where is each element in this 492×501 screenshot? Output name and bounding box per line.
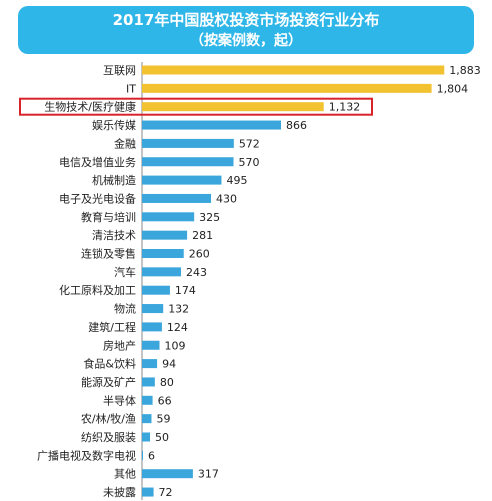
bar	[142, 157, 234, 167]
bar	[142, 414, 152, 424]
category-label: 食品&饮料	[83, 357, 136, 371]
bar	[142, 285, 170, 295]
value-label: 94	[162, 358, 176, 371]
bar	[142, 138, 234, 148]
bar	[142, 359, 158, 369]
category-label: 农/林/牧/渔	[81, 412, 136, 426]
bar	[142, 193, 212, 203]
bar	[142, 212, 195, 222]
category-label: 半导体	[103, 393, 136, 407]
value-label: 243	[186, 266, 207, 279]
bar	[142, 65, 445, 75]
value-label: 66	[158, 394, 172, 407]
category-label: 纺织及服装	[81, 430, 136, 444]
category-label: 金融	[114, 136, 136, 150]
category-label: 广播电视及数字电视	[37, 448, 136, 462]
value-label: 50	[155, 431, 169, 444]
value-label: 1,883	[449, 64, 481, 77]
category-label: 电信及增值业务	[59, 155, 136, 169]
highlight-box	[19, 97, 373, 116]
bar	[142, 267, 182, 277]
category-label: 电子及光电设备	[59, 191, 136, 205]
value-label: 570	[239, 156, 260, 169]
chart-title: 2017年中国股权投资市场投资行业分布	[112, 11, 380, 29]
chart-subtitle: （按案例数，起）	[190, 33, 302, 49]
value-label: 1,132	[329, 101, 361, 114]
category-label: 清洁技术	[92, 229, 136, 242]
category-label: 能源及矿产	[81, 375, 136, 389]
chart-title-banner: 2017年中国股权投资市场投资行业分布 （按案例数，起）	[18, 6, 474, 54]
bar	[142, 304, 164, 314]
bar	[142, 83, 432, 93]
category-label: IT	[126, 82, 136, 95]
value-label: 572	[239, 137, 260, 150]
bar	[142, 322, 162, 332]
category-label: 连锁及零售	[81, 247, 136, 261]
value-label: 866	[286, 119, 307, 132]
bar	[142, 487, 154, 497]
bar	[142, 230, 188, 240]
bar	[142, 249, 184, 258]
category-label: 互联网	[103, 64, 136, 77]
value-label: 495	[226, 174, 247, 187]
value-label: 174	[175, 284, 196, 297]
value-label: 430	[216, 192, 237, 205]
category-label: 建筑/工程	[88, 320, 136, 334]
category-label: 房地产	[103, 338, 136, 352]
value-label: 260	[189, 248, 210, 261]
value-label: 1,804	[437, 82, 469, 95]
value-label: 325	[199, 211, 220, 224]
value-label: 72	[159, 486, 173, 499]
category-label: 其他	[114, 468, 136, 481]
category-label: 物流	[114, 302, 136, 316]
bar	[142, 377, 155, 387]
value-label: 80	[160, 376, 174, 389]
value-label: 6	[148, 449, 155, 462]
category-label: 教育与培训	[81, 210, 136, 224]
value-label: 124	[167, 321, 188, 334]
bar	[142, 432, 151, 442]
bar	[142, 469, 193, 479]
value-label: 317	[198, 468, 219, 481]
value-label: 281	[192, 229, 213, 242]
bar	[142, 340, 160, 350]
category-label: 生物技术/医疗健康	[44, 100, 136, 114]
category-label: 汽车	[114, 265, 136, 279]
bar	[142, 395, 153, 405]
category-label: 未披露	[103, 485, 136, 499]
category-label: 化工原料及加工	[59, 283, 136, 297]
category-label: 机械制造	[92, 173, 136, 187]
value-label: 59	[156, 413, 170, 426]
value-label: 132	[168, 303, 189, 316]
bar	[142, 175, 222, 185]
value-label: 109	[164, 339, 185, 352]
bar	[142, 102, 324, 112]
bar	[142, 450, 143, 460]
bar	[142, 120, 282, 130]
category-label: 娱乐传媒	[92, 118, 136, 132]
